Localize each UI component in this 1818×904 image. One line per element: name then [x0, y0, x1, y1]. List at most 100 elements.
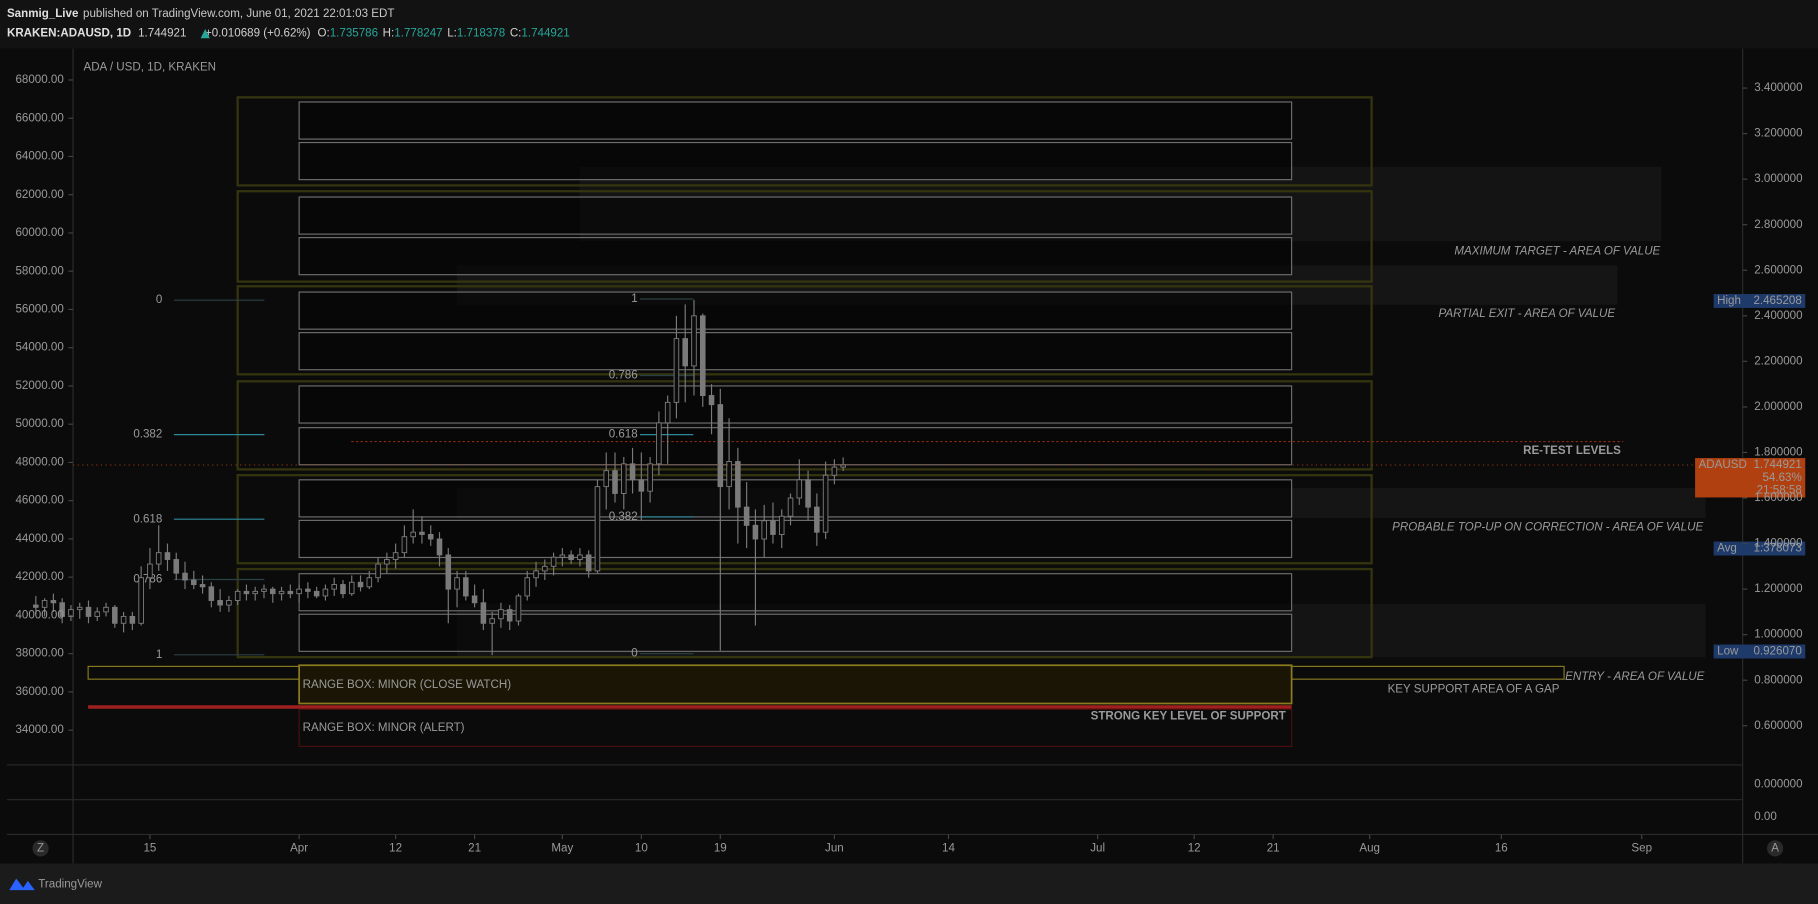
y2-tick-label: 52000.00	[15, 380, 63, 392]
candle-body	[656, 422, 662, 465]
candle-body	[419, 531, 425, 535]
price-tag-name: Avg	[1717, 543, 1737, 555]
range-box-outer	[236, 380, 1373, 471]
last-price: 1.744921	[138, 28, 186, 40]
candle-body	[85, 606, 92, 617]
x-tick-label: 10	[635, 842, 648, 854]
candle-body	[76, 606, 83, 611]
annotation: RE-TEST LEVELS	[1523, 445, 1621, 457]
price-tag-name: High	[1717, 295, 1741, 307]
candle-body	[269, 588, 276, 595]
candle-body	[638, 479, 645, 492]
y2-tick-label: 64000.00	[15, 151, 63, 163]
y-tick-label: 3.400000	[1754, 82, 1802, 94]
price-tag	[1713, 644, 1806, 659]
candle-body	[331, 584, 337, 590]
candle-body	[489, 618, 495, 624]
candle-body	[524, 577, 531, 597]
annotation: KEY SUPPORT AREA OF A GAP	[1388, 684, 1560, 696]
overlay: MAXIMUM TARGET - AREA OF VALUE PARTIAL EX…	[73, 246, 1806, 734]
y-tick-label: 1.800000	[1754, 447, 1802, 459]
x-tick-label: 16	[1495, 842, 1508, 854]
candle-body	[515, 595, 522, 622]
y-tick-label: 3.000000	[1754, 173, 1802, 185]
auto-button-label[interactable]: A	[1771, 842, 1779, 854]
y-tick-label: 2.200000	[1754, 355, 1802, 367]
range-box-inner	[298, 385, 1293, 424]
candle-body	[445, 554, 452, 590]
price-tag-value: 2.465208	[1753, 295, 1801, 307]
candle-body	[68, 609, 74, 617]
candle-body	[577, 554, 583, 560]
footer-bar	[0, 863, 1818, 904]
candle-body	[454, 577, 460, 590]
candle-body	[392, 552, 399, 560]
y-tick-label: 2.800000	[1754, 219, 1802, 231]
candle-body	[33, 604, 39, 608]
up-arrow-icon	[200, 28, 210, 39]
candle-body	[155, 552, 162, 565]
x-tick-label: May	[551, 842, 573, 854]
y-tick-label: 3.200000	[1754, 128, 1802, 140]
candle-body	[164, 552, 171, 560]
candle-body	[129, 615, 136, 624]
x-tick-label: 15	[143, 842, 156, 854]
candle-body	[278, 590, 285, 595]
y2-tick-label: 42000.00	[15, 571, 63, 583]
drawings: 0 0.382 0.618 0.786 1 1 0.786 0.618 0.382 0	[87, 96, 1706, 747]
candle-body	[603, 470, 610, 488]
y-tick-label: 1.400000	[1754, 538, 1802, 550]
candle-body	[735, 461, 741, 508]
x-tick-label: 12	[389, 842, 402, 854]
candle-body	[103, 606, 109, 613]
fib-label: 1	[631, 293, 637, 305]
zoom-button-label[interactable]: Z	[37, 842, 44, 854]
candle-body	[313, 590, 320, 597]
auto-button[interactable]	[1766, 840, 1784, 857]
header-line-2: KRAKEN:ADAUSD, 1D 1.744921 +0.010689 (+0.6…	[7, 28, 570, 40]
candle-body	[59, 602, 65, 617]
candle-body	[384, 559, 390, 565]
annotation: STRONG KEY LEVEL OF SUPPORT	[1091, 710, 1286, 722]
y2-tick-label: 62000.00	[15, 189, 63, 201]
annotation: RANGE BOX: MINOR (CLOSE WATCH)	[303, 679, 512, 691]
y2-tick-label: 38000.00	[15, 648, 63, 660]
candles	[33, 299, 846, 656]
candle-body	[226, 600, 232, 606]
x-tick-label: Aug	[1359, 842, 1380, 854]
range-box-inner	[298, 427, 1293, 466]
y-tick-label: 2.400000	[1754, 310, 1802, 322]
range-box-inner	[298, 237, 1293, 276]
range-box-outer	[236, 190, 1373, 283]
candle-body	[778, 515, 785, 535]
range-box-inner	[298, 613, 1293, 652]
y2-tick-label: 60000.00	[15, 227, 63, 239]
candle-body	[814, 506, 820, 533]
annotation: PROBABLE TOP-UP ON CORRECTION - AREA OF …	[1392, 521, 1703, 533]
candle-body	[305, 588, 311, 592]
candle-body	[796, 479, 803, 499]
price-tag-value: 1.378073	[1753, 543, 1801, 555]
candle-body	[726, 461, 732, 488]
price-tag	[1713, 294, 1806, 308]
range-box-inner	[298, 141, 1293, 181]
candle-body	[427, 533, 434, 540]
y2-tick-label: 58000.00	[15, 265, 63, 277]
x-tick-label: Jun	[825, 842, 844, 854]
fib-label: 0.618	[133, 513, 162, 525]
candle-body	[182, 572, 188, 581]
y-tick-label: 1.000000	[1754, 629, 1802, 641]
y2-tick-label: 36000.00	[15, 686, 63, 698]
y2-tick-label: 66000.00	[15, 112, 63, 124]
zoom-button[interactable]	[32, 840, 49, 857]
annotation: RANGE BOX: MINOR (ALERT)	[303, 722, 465, 734]
candle-body	[41, 600, 48, 608]
candle-body	[471, 595, 478, 604]
fib-label: 0.382	[609, 511, 638, 523]
candle-body	[550, 556, 557, 567]
candle-body	[436, 538, 443, 556]
candle-body	[410, 531, 416, 538]
c-label: C:	[510, 28, 522, 40]
o-value: 1.735786	[330, 28, 378, 40]
h-value: 1.778247	[394, 28, 442, 40]
